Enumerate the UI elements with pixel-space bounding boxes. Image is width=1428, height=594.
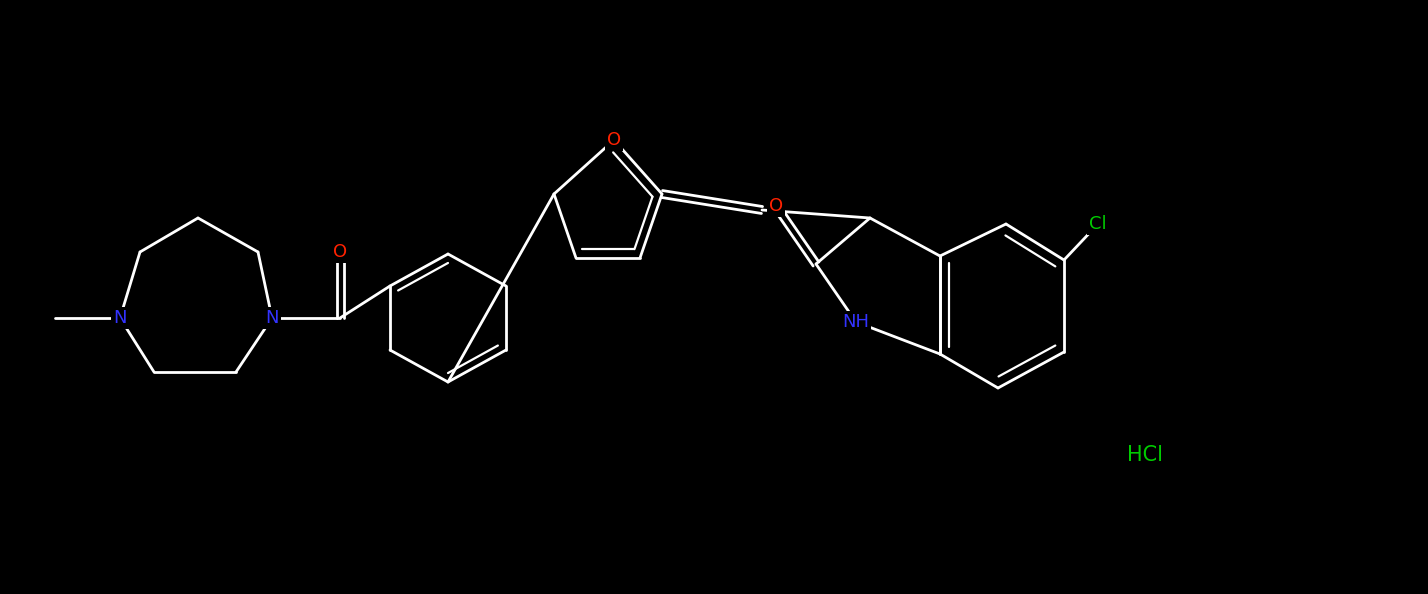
Text: N: N (113, 309, 127, 327)
Text: O: O (768, 197, 783, 215)
Text: O: O (333, 243, 347, 261)
Text: NH: NH (843, 313, 870, 331)
Text: N: N (266, 309, 278, 327)
Text: HCl: HCl (1127, 445, 1162, 465)
Text: O: O (607, 131, 621, 149)
Text: Cl: Cl (1090, 215, 1107, 233)
